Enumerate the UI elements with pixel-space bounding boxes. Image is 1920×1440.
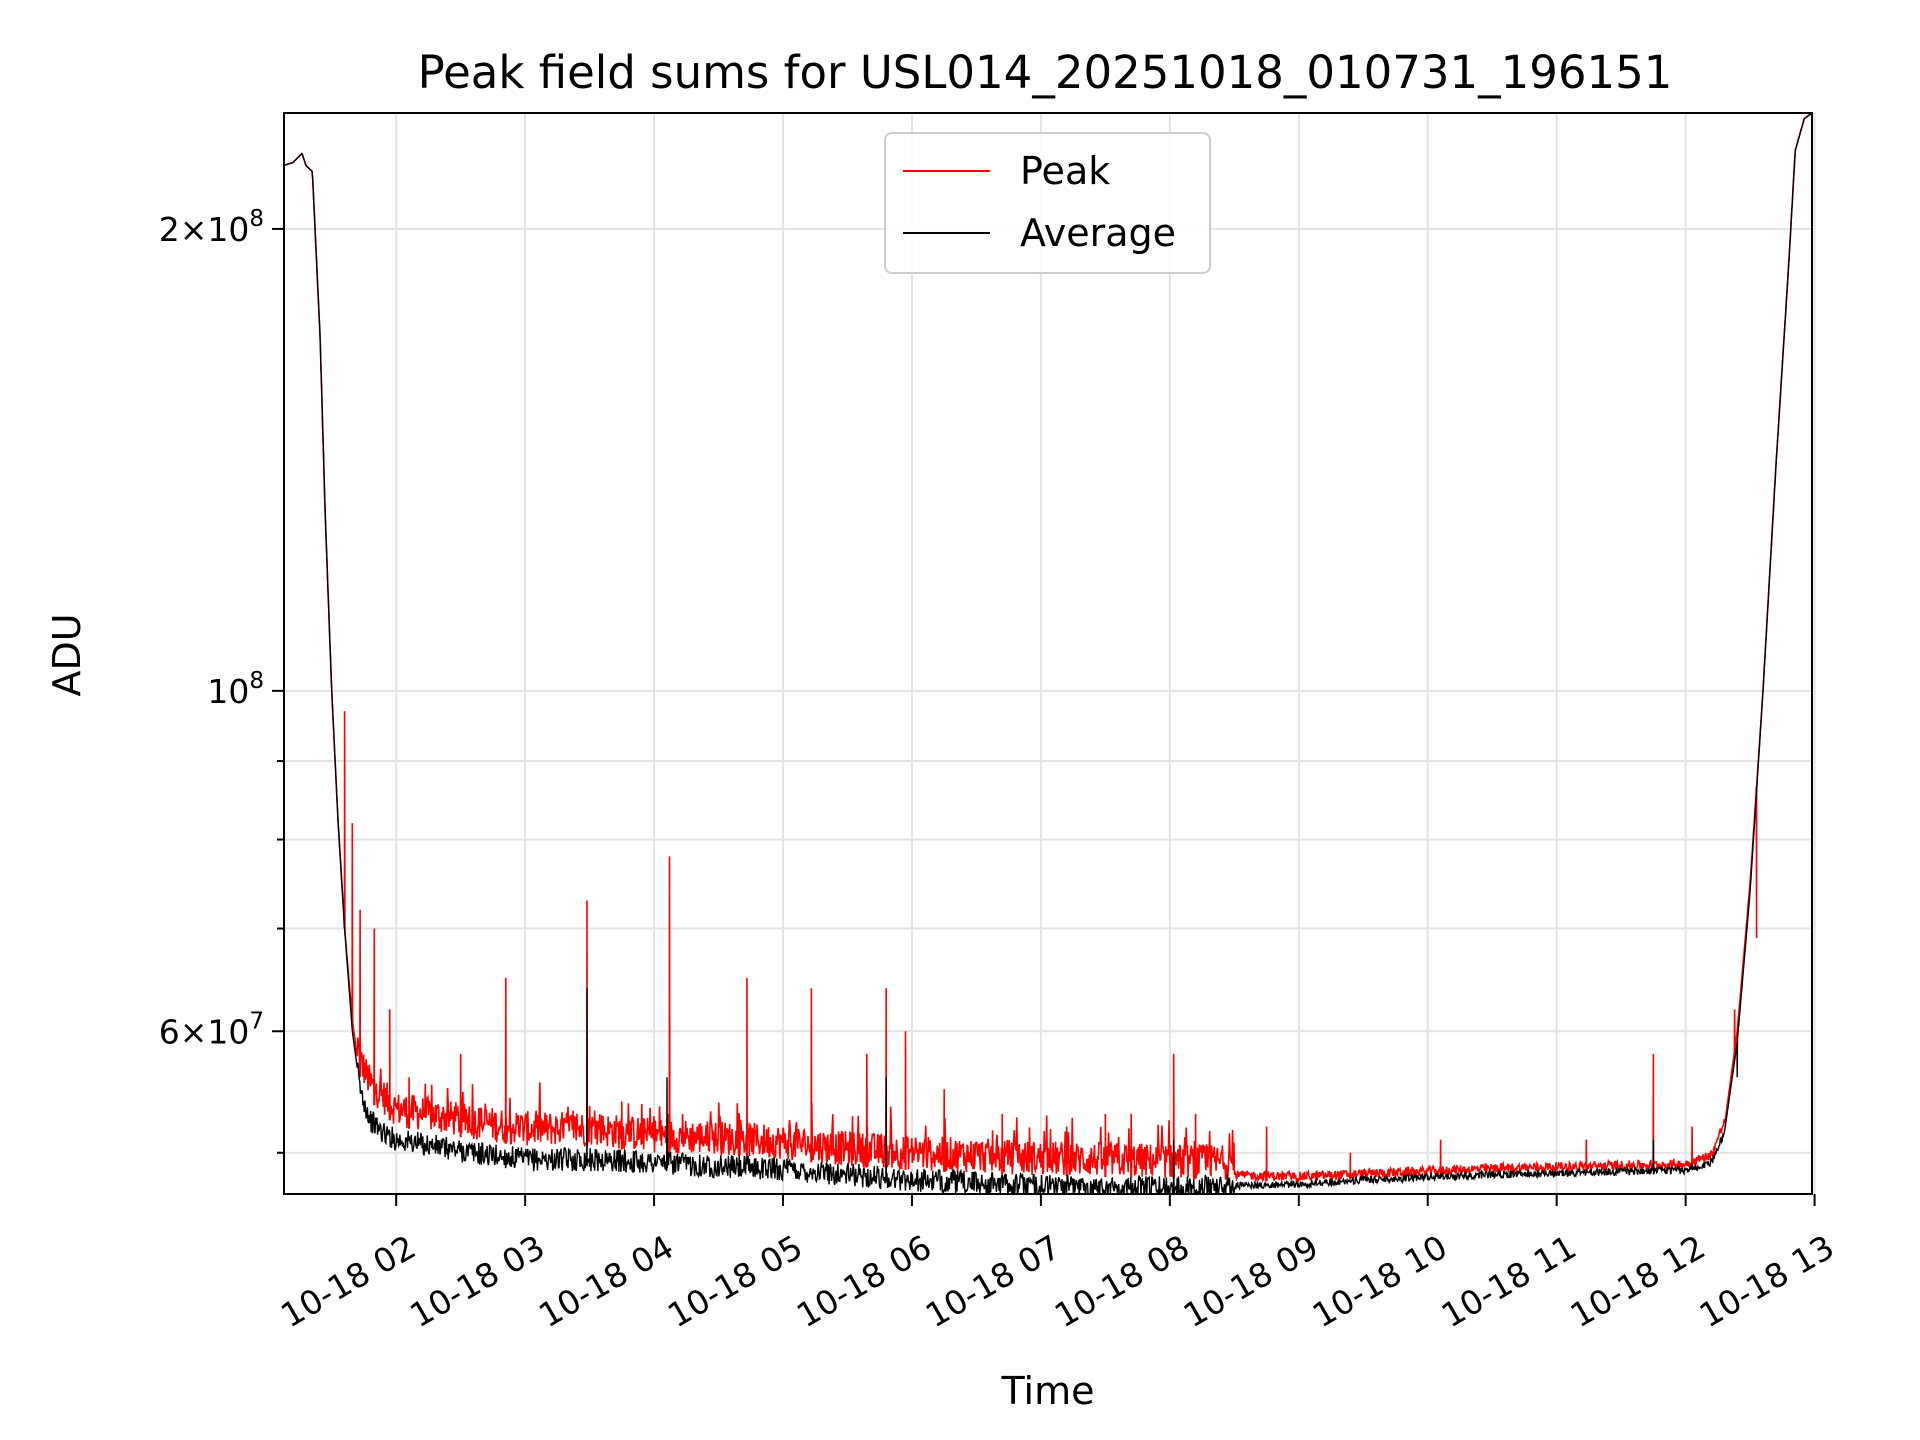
y-tick-label: 6×107 [159, 1008, 264, 1051]
grid-lines [284, 113, 1816, 1194]
y-tick-exponent: 8 [249, 206, 264, 232]
legend-peak-label: Peak [1020, 149, 1110, 193]
chart-title: Peak field sums for USL014_20251018_0107… [418, 46, 1673, 99]
series-layer [284, 113, 1812, 1194]
y-tick-exponent: 7 [249, 1008, 264, 1034]
legend-average-label: Average [1020, 211, 1176, 255]
legend-box [884, 132, 1211, 274]
peak-series-line [284, 113, 1812, 1184]
x-axis-label: Time [1001, 1369, 1095, 1413]
y-tick-label: 2×108 [159, 206, 264, 249]
plot-frame [283, 112, 1813, 1195]
legend: Peak Average [884, 132, 1211, 274]
y-axis-label: ADU [45, 613, 89, 696]
average-series-line [284, 113, 1812, 1194]
y-tick-exponent: 8 [249, 668, 264, 694]
